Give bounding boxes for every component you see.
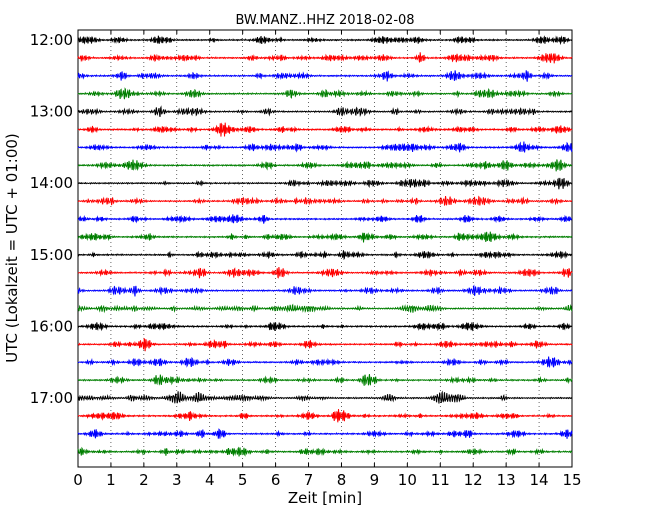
trace-1600 <box>77 321 573 332</box>
trace-1730 <box>77 428 573 439</box>
x-tick-label: 6 <box>271 471 281 489</box>
trace-1400 <box>77 177 573 190</box>
traces <box>77 35 573 457</box>
x-axis-ticks: 0 1 2 3 4 5 6 7 8 9 10 11 12 13 14 15 <box>73 30 582 489</box>
trace-1500 <box>77 250 573 261</box>
x-tick-label: 1 <box>106 471 116 489</box>
x-tick-label: 11 <box>431 471 450 489</box>
y-tick-label: 15:00 <box>30 246 73 264</box>
y-tick-label: 14:00 <box>30 174 73 192</box>
y-tick-label: 13:00 <box>30 103 73 121</box>
y-tick-label: 17:00 <box>30 389 73 407</box>
x-tick-label: 3 <box>172 471 182 489</box>
trace-1530 <box>77 284 573 297</box>
y-axis-label: UTC (Lokalzeit = UTC + 01:00) <box>3 133 21 363</box>
x-tick-label: 14 <box>530 471 549 489</box>
trace-1745 <box>77 446 573 457</box>
x-tick-label: 7 <box>304 471 314 489</box>
trace-1545 <box>77 303 573 314</box>
y-tick-label: 12:00 <box>30 31 73 49</box>
x-tick-label: 4 <box>205 471 215 489</box>
trace-1615 <box>77 337 573 352</box>
x-tick-label: 8 <box>337 471 347 489</box>
trace-1230 <box>77 70 573 82</box>
x-tick-label: 0 <box>73 471 83 489</box>
grid-lines <box>110 30 540 467</box>
trace-1415 <box>77 195 573 206</box>
trace-1445 <box>77 231 573 243</box>
trace-1630 <box>77 356 573 369</box>
trace-1315 <box>77 122 573 137</box>
x-tick-label: 13 <box>497 471 516 489</box>
trace-1245 <box>77 87 573 100</box>
x-tick-label: 10 <box>398 471 417 489</box>
chart-title: BW.MANZ..HHZ 2018-02-08 <box>235 13 414 28</box>
trace-1345 <box>77 159 573 172</box>
trace-1430 <box>77 214 573 224</box>
x-tick-label: 5 <box>238 471 248 489</box>
x-tick-label: 9 <box>370 471 380 489</box>
trace-1215 <box>77 52 573 64</box>
trace-1715 <box>77 409 573 423</box>
x-axis-label: Zeit [min] <box>288 489 362 507</box>
x-tick-label: 15 <box>562 471 581 489</box>
trace-1645 <box>77 374 573 386</box>
y-axis-ticks: 12:00 13:00 14:00 15:00 16:00 17:00 <box>30 31 572 407</box>
trace-1700 <box>77 390 573 404</box>
trace-1300 <box>77 105 573 118</box>
x-tick-label: 12 <box>464 471 483 489</box>
trace-1330 <box>77 141 573 153</box>
y-tick-label: 16:00 <box>30 317 73 335</box>
plot-frame <box>77 29 573 468</box>
trace-1515 <box>77 266 573 279</box>
trace-1200 <box>77 35 573 46</box>
x-tick-label: 2 <box>139 471 149 489</box>
